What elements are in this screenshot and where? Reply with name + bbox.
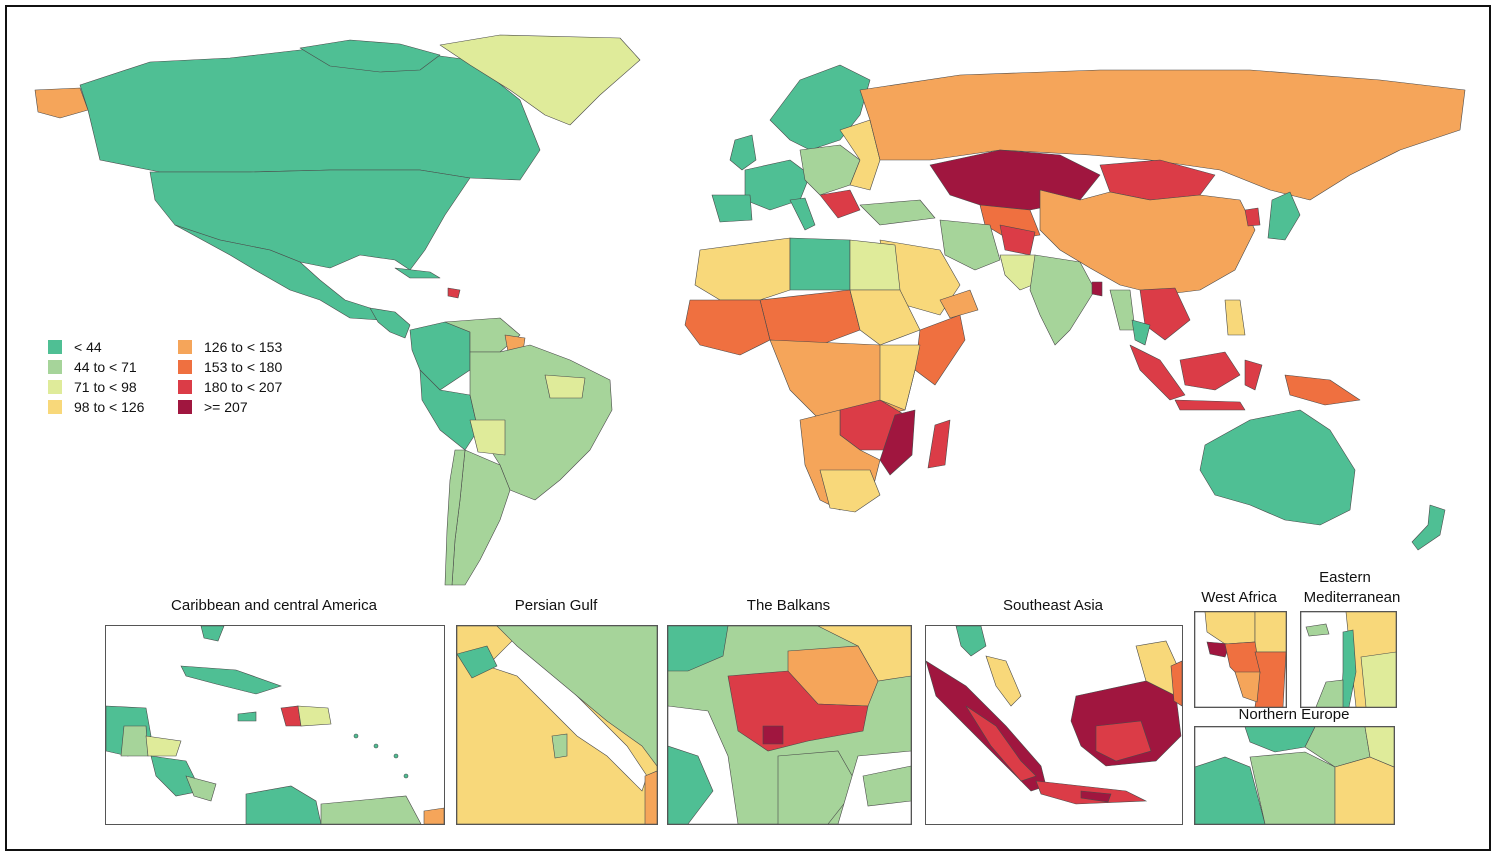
legend-label: 180 to < 207 <box>204 379 283 395</box>
inset-balkans <box>667 625 912 825</box>
legend-label: 44 to < 71 <box>74 359 137 375</box>
region-india <box>1029 254 1096 346</box>
region-indochina <box>1139 287 1191 341</box>
legend-item: >= 207 <box>178 398 248 416</box>
inset-title-balkans: The Balkans <box>746 597 831 614</box>
region-cuba <box>394 267 441 279</box>
legend-swatch <box>48 380 62 394</box>
legend-item: 71 to < 98 <box>48 378 137 396</box>
legend-item: 126 to < 153 <box>178 338 282 356</box>
inset-title-caribbean: Caribbean and central America <box>171 597 377 614</box>
legend-item: 180 to < 207 <box>178 378 282 396</box>
region-central-america <box>369 307 411 339</box>
region-italy <box>789 197 816 231</box>
inset-caribbean-map <box>106 626 444 824</box>
legend-item: 98 to < 126 <box>48 398 144 416</box>
legend-swatch <box>48 340 62 354</box>
region-australia <box>1199 409 1356 526</box>
region-horn-africa <box>914 314 966 386</box>
inset-eastern-med-map <box>1301 612 1396 707</box>
region-thailand <box>1131 319 1151 346</box>
legend-label: 71 to < 98 <box>74 379 137 395</box>
region-uk <box>729 134 757 171</box>
inset-title-eastern-med-1: Eastern <box>1319 569 1371 586</box>
region-myanmar <box>1109 289 1136 331</box>
region-iran <box>939 219 1001 271</box>
region-oman-yemen <box>939 289 979 319</box>
legend-swatch <box>48 400 62 414</box>
inset-northern-europe <box>1194 726 1395 825</box>
region-usa <box>149 169 471 271</box>
inset-persian-gulf <box>456 625 658 825</box>
region-haiti <box>447 287 461 299</box>
region-alaska <box>34 87 89 119</box>
region-peru <box>419 369 479 451</box>
region-turkey <box>859 199 936 226</box>
region-sudan <box>849 289 921 346</box>
region-bangladesh <box>1091 281 1103 297</box>
inset-caribbean <box>105 625 445 825</box>
region-iberia <box>711 194 753 223</box>
legend-label: < 44 <box>74 339 102 355</box>
region-south-africa <box>819 469 881 513</box>
region-north-africa-west <box>694 237 791 301</box>
legend-label: 153 to < 180 <box>204 359 283 375</box>
region-russia <box>859 69 1466 201</box>
inset-title-west-africa: West Africa <box>1201 589 1277 606</box>
region-new-zealand <box>1411 504 1446 551</box>
legend-swatch <box>178 360 192 374</box>
inset-southeast-asia <box>925 625 1183 825</box>
legend-swatch <box>178 400 192 414</box>
legend-swatch <box>178 380 192 394</box>
region-mozambique <box>879 409 916 476</box>
inset-southeast-asia-map <box>926 626 1182 805</box>
inset-persian-gulf-map <box>457 626 657 824</box>
region-colombia <box>409 321 471 391</box>
legend-item: 44 to < 71 <box>48 358 137 376</box>
region-sulawesi <box>1244 359 1263 391</box>
region-china <box>1039 189 1256 296</box>
legend-label: >= 207 <box>204 399 248 415</box>
region-sahel <box>759 289 861 346</box>
region-bolivia <box>469 419 506 456</box>
inset-northern-europe-map <box>1195 727 1394 824</box>
region-greenland <box>439 34 641 126</box>
legend-label: 126 to < 153 <box>204 339 283 355</box>
legend-label: 98 to < 126 <box>74 399 145 415</box>
region-java <box>1174 399 1246 411</box>
region-egypt <box>849 239 901 291</box>
region-central-europe <box>799 144 861 196</box>
inset-title-southeast-asia: Southeast Asia <box>1002 597 1104 614</box>
region-japan <box>1267 191 1301 241</box>
inset-title-eastern-med-2: Mediterranean <box>1303 589 1401 606</box>
legend-swatch <box>48 360 62 374</box>
region-west-africa <box>684 299 771 356</box>
inset-eastern-med <box>1300 611 1397 708</box>
region-arctic-islands <box>299 39 441 73</box>
region-canada <box>79 44 541 181</box>
region-indonesia-west <box>1129 344 1186 401</box>
region-brazil-north <box>544 374 586 399</box>
legend-item: 153 to < 180 <box>178 358 282 376</box>
region-korea <box>1244 207 1261 227</box>
region-borneo <box>1179 351 1241 391</box>
region-east-africa <box>879 344 921 411</box>
legend-swatch <box>178 340 192 354</box>
inset-title-northern-europe: Northern Europe <box>1238 706 1350 723</box>
legend-item: < 44 <box>48 338 102 356</box>
inset-balkans-map <box>668 626 911 824</box>
region-balkans <box>819 189 861 219</box>
inset-title-persian-gulf: Persian Gulf <box>514 597 598 614</box>
world-map <box>34 34 1466 586</box>
region-philippines <box>1224 299 1246 336</box>
region-madagascar <box>927 419 951 469</box>
inset-west-africa-map <box>1195 612 1286 707</box>
region-new-guinea <box>1284 374 1361 406</box>
inset-west-africa <box>1194 611 1287 708</box>
region-libya <box>789 237 851 291</box>
region-chile <box>444 449 466 586</box>
